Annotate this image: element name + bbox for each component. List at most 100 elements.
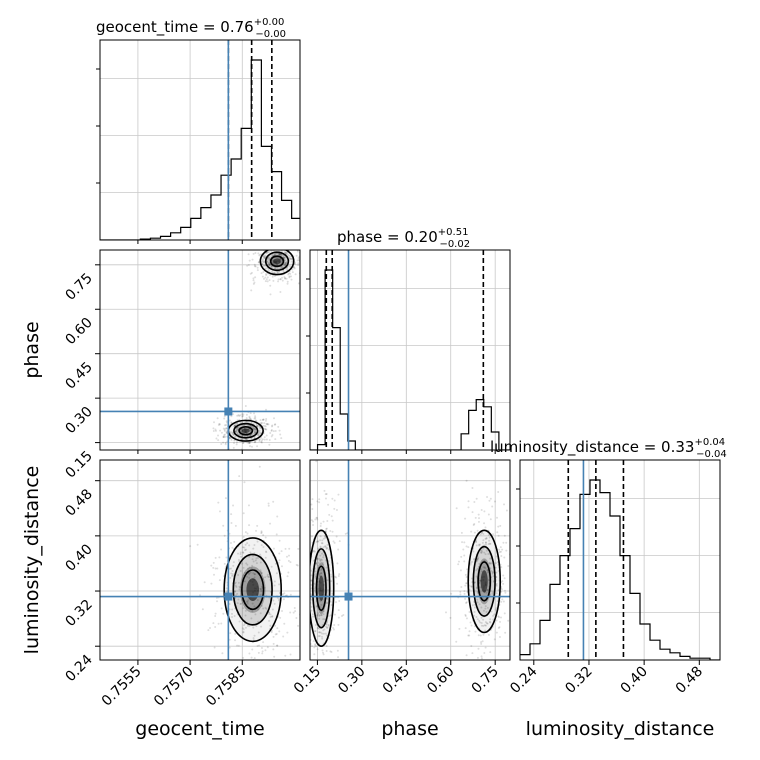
x-tick-label: 0.48: [673, 664, 706, 697]
sample-point: [237, 574, 240, 577]
sample-point: [218, 510, 221, 513]
sample-point: [267, 423, 270, 426]
sample-point: [285, 267, 288, 270]
sample-point: [282, 593, 285, 596]
sample-point: [243, 572, 246, 575]
sample-point: [246, 563, 249, 566]
density-contour: [310, 529, 335, 647]
sample-point: [296, 561, 298, 563]
density-shade: [318, 575, 324, 602]
sample-point: [245, 600, 248, 603]
sample-point: [289, 272, 292, 275]
sample-point: [484, 607, 487, 610]
sample-point: [278, 539, 281, 542]
histogram-marks: [310, 250, 510, 450]
sample-point: [306, 541, 308, 543]
sample-point: [501, 598, 504, 601]
sample-point: [230, 574, 233, 577]
sample-point: [224, 443, 227, 446]
sample-point: [257, 432, 260, 435]
sample-point: [490, 569, 493, 572]
sample-point: [254, 428, 257, 431]
sample-point: [281, 266, 284, 269]
sample-point: [209, 626, 212, 629]
gridlines: [100, 250, 300, 450]
sample-point: [484, 541, 487, 544]
sample-point: [491, 591, 494, 594]
sample-point: [264, 427, 267, 430]
sample-point: [485, 622, 488, 625]
sample-point: [267, 504, 270, 507]
sample-point: [477, 647, 480, 650]
sample-point: [247, 573, 250, 576]
sample-point: [267, 256, 270, 259]
sample-point: [251, 258, 254, 261]
histogram-step: [310, 269, 510, 450]
sample-point: [260, 272, 263, 275]
sample-point: [317, 577, 320, 580]
sample-point: [500, 550, 503, 553]
sample-point: [260, 530, 263, 533]
sample-point: [253, 576, 256, 579]
sample-point: [320, 635, 323, 638]
sample-point: [483, 624, 486, 627]
sample-point: [472, 523, 475, 526]
sample-point: [254, 276, 257, 279]
sample-point: [261, 585, 264, 588]
sample-point: [322, 705, 324, 707]
sample-point: [262, 534, 265, 537]
sample-point: [258, 247, 260, 249]
sample-point: [264, 556, 267, 559]
sample-point: [327, 624, 330, 627]
sample-point: [331, 497, 334, 500]
sample-point: [324, 497, 327, 500]
panel-luminosity-distance-vs-geocent-time: [99, 459, 301, 661]
sample-point: [254, 419, 257, 422]
sample-point: [268, 259, 271, 262]
sample-point: [476, 557, 479, 560]
sample-point: [315, 614, 318, 617]
sample-point: [277, 599, 280, 602]
sample-point: [212, 622, 215, 625]
sample-point: [487, 588, 490, 591]
density-contour: [264, 251, 290, 272]
sample-point: [314, 644, 317, 647]
sample-point: [265, 438, 268, 441]
sample-point: [489, 593, 492, 596]
sample-point: [248, 576, 251, 579]
sample-point: [253, 417, 256, 420]
sample-point: [261, 652, 264, 655]
sample-point: [273, 253, 276, 256]
sample-point: [245, 548, 248, 551]
sample-point: [220, 548, 223, 551]
sample-point: [314, 575, 317, 578]
sample-point: [319, 554, 322, 557]
sample-point: [243, 622, 246, 625]
sample-point: [465, 654, 468, 657]
sample-point: [274, 266, 277, 269]
sample-point: [311, 613, 314, 616]
sample-point: [212, 566, 215, 569]
sample-point: [273, 248, 275, 250]
sample-point: [482, 633, 485, 636]
sample-point: [463, 541, 466, 544]
sample-point: [477, 520, 480, 523]
sample-point: [214, 567, 217, 570]
sample-point: [257, 252, 260, 255]
sample-point: [311, 498, 314, 501]
sample-point: [303, 551, 305, 553]
sample-point: [268, 619, 271, 622]
sample-point: [260, 589, 263, 592]
density-contour: [259, 250, 295, 276]
sample-point: [244, 405, 247, 408]
sample-point: [483, 551, 486, 554]
sample-point: [504, 631, 507, 634]
xlabel-luminosity-distance: luminosity_distance: [526, 718, 715, 740]
sample-point: [283, 263, 286, 266]
sample-point: [465, 582, 468, 585]
density-shade: [480, 570, 488, 593]
sample-point: [279, 291, 282, 294]
sample-point: [252, 427, 255, 430]
sample-point: [268, 612, 271, 615]
sample-point: [199, 594, 202, 597]
